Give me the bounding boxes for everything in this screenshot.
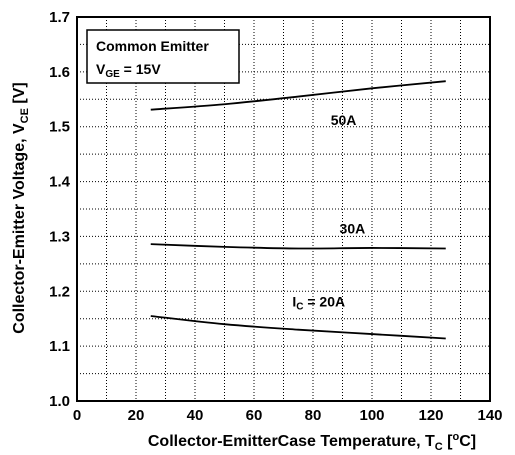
y-tick-label: 1.5	[49, 119, 70, 136]
y-tick-label: 1.1	[49, 338, 70, 355]
legend-box: Common Emitter VGE = 15V	[86, 29, 240, 84]
x-axis-title-main: Collector-EmitterCase Temperature, T	[148, 433, 435, 450]
x-tick-label: 20	[128, 407, 145, 424]
y-tick-label: 1.0	[49, 393, 70, 410]
y-tick-label: 1.7	[49, 9, 70, 26]
annotation-ic-subscript: C	[296, 302, 303, 313]
annotation-ic-value: = 20A	[303, 294, 345, 310]
series-layer	[150, 80, 446, 340]
x-axis-title-sub: C	[435, 441, 443, 453]
series-50a-line	[150, 80, 446, 111]
plot-frame	[76, 16, 491, 402]
annotation-20a: IC = 20A	[292, 294, 345, 313]
annotation-50a: 50A	[331, 112, 357, 128]
x-axis-title: Collector-EmitterCase Temperature, TC [o…	[148, 431, 476, 453]
y-tick-label: 1.3	[49, 228, 70, 245]
x-tick-label: 60	[246, 407, 263, 424]
x-axis-title-degree: o	[453, 431, 460, 443]
x-tick-label: 40	[187, 407, 204, 424]
y-tick-label: 1.2	[49, 283, 70, 300]
series-30a-line	[150, 243, 446, 250]
x-axis-title-unit-close: C]	[459, 433, 476, 450]
x-tick-label: 140	[477, 407, 502, 424]
annotation-ic-symbol: I	[292, 294, 296, 310]
x-tick-label: 0	[73, 407, 81, 424]
x-axis-title-unit-open: [	[443, 433, 453, 450]
legend-vge-value: = 15V	[120, 61, 162, 77]
y-tick-label: 1.4	[49, 174, 71, 191]
x-tick-label: 120	[418, 407, 443, 424]
x-tick-label: 80	[305, 407, 322, 424]
annotation-30a: 30A	[340, 221, 366, 237]
y-axis-title-unit: [V]	[11, 82, 28, 108]
x-tick-label: 100	[359, 407, 384, 424]
y-axis-title: Collector-Emitter Voltage, VCE [V]	[11, 82, 31, 333]
y-axis-title-main: Collector-Emitter Voltage, V	[11, 123, 28, 334]
y-tick-label: 1.6	[49, 64, 70, 81]
series-20a-line	[150, 315, 446, 340]
legend-vge-subscript: GE	[105, 69, 120, 80]
legend-vge-symbol: V	[96, 61, 106, 77]
legend-line-2: VGE = 15V	[96, 61, 161, 80]
curve-annotations: 50A 30A IC = 20A	[292, 112, 365, 313]
x-tick-labels: 0 20 40 60 80 100 120 140	[73, 407, 503, 424]
y-tick-labels: 1.0 1.1 1.2 1.3 1.4 1.5 1.6 1.7	[49, 9, 71, 410]
y-axis-title-sub: CE	[19, 108, 31, 123]
legend-frame	[86, 29, 240, 84]
legend-line-1: Common Emitter	[96, 38, 209, 54]
